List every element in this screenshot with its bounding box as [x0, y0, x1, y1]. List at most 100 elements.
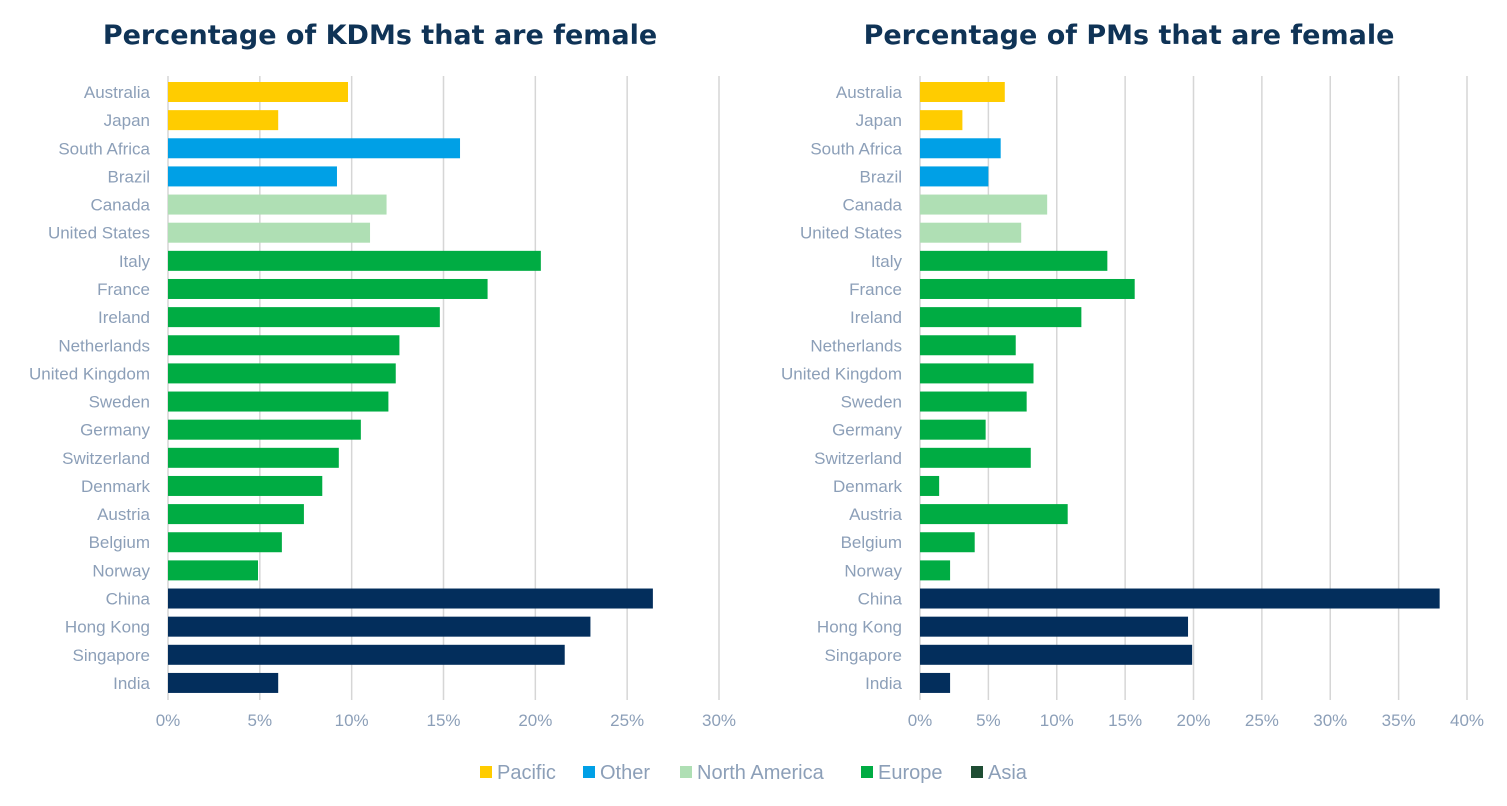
kdm-category-label: China: [106, 590, 151, 609]
kdm-category-label: Singapore: [72, 646, 150, 665]
pm-bar-singapore: [920, 644, 1193, 665]
pm-bar-italy: [920, 250, 1108, 271]
legend-label-pacific: Pacific: [497, 762, 556, 784]
kdm-x-tick-label: 5%: [248, 711, 273, 730]
pm-category-label: Italy: [871, 252, 903, 271]
pm-bar-belgium: [920, 532, 975, 553]
kdm-category-label: Norway: [92, 561, 150, 580]
pm-category-label: Singapore: [824, 646, 902, 665]
pm-category-label: France: [849, 280, 902, 299]
kdm-category-label: Hong Kong: [65, 618, 150, 637]
pm-bar-germany: [920, 419, 986, 440]
kdm-bar-india: [168, 672, 279, 693]
pm-bar-australia: [920, 82, 1005, 102]
kdm-x-tick-label: 15%: [426, 711, 460, 730]
pm-bar-netherlands: [920, 335, 1016, 356]
kdm-bar-germany: [168, 419, 361, 440]
pm-x-tick-label: 20%: [1176, 711, 1210, 730]
kdm-category-label: United Kingdom: [29, 364, 150, 383]
kdm-category-label: Switzerland: [62, 449, 150, 468]
kdm-bar-brazil: [168, 166, 337, 187]
legend-swatch-europe: [861, 766, 873, 778]
kdm-bar-singapore: [168, 644, 565, 665]
kdm-chart: Percentage of KDMs that are female 0% 5% 1…: [29, 20, 736, 730]
kdm-bar-japan: [168, 110, 279, 131]
legend-swatch-pacific: [480, 766, 492, 778]
pm-x-tick-label: 35%: [1382, 711, 1416, 730]
pm-x-tick-label: 10%: [1040, 711, 1074, 730]
kdm-bar-switzerland: [168, 447, 339, 468]
kdm-x-tick-label: 30%: [702, 711, 736, 730]
kdm-bar-united-kingdom: [168, 363, 396, 384]
kdm-bar-canada: [168, 194, 387, 215]
kdm-category-label: Australia: [84, 83, 151, 102]
kdm-category-label: Italy: [119, 252, 151, 271]
pm-bar-united-kingdom: [920, 363, 1034, 384]
pm-chart: Percentage of PMs that are female 0% 5% 10…: [781, 20, 1484, 730]
kdm-x-tick-label: 0%: [156, 711, 181, 730]
pm-category-label: India: [865, 674, 902, 693]
pm-x-tick-label: 0%: [908, 711, 933, 730]
kdm-bar-united-states: [168, 222, 371, 243]
kdm-bar-netherlands: [168, 335, 400, 356]
kdm-bar-hong-kong: [168, 616, 591, 637]
kdm-bar-france: [168, 278, 488, 299]
kdm-category-label: Japan: [104, 111, 150, 130]
pm-bar-hong-kong: [920, 616, 1189, 637]
pm-bar-norway: [920, 560, 951, 581]
pm-bar-austria: [920, 504, 1068, 525]
pm-category-label: Denmark: [833, 477, 902, 496]
kdm-x-tick-label: 25%: [610, 711, 644, 730]
kdm-category-label: Netherlands: [58, 336, 150, 355]
kdm-category-label: Belgium: [89, 533, 150, 552]
pm-category-label: Austria: [849, 505, 902, 524]
pm-bar-france: [920, 278, 1135, 299]
kdm-bar-norway: [168, 560, 258, 581]
pm-bar-united-states: [920, 222, 1022, 243]
legend-swatch-other: [583, 766, 595, 778]
pm-chart-title: Percentage of PMs that are female: [864, 20, 1395, 51]
legend: Pacific Other North America Europe Asia: [480, 762, 1028, 784]
legend-label-north-america: North America: [697, 762, 825, 784]
pm-category-label: Norway: [844, 561, 902, 580]
kdm-x-tick-label: 10%: [335, 711, 369, 730]
pm-bar-switzerland: [920, 447, 1031, 468]
kdm-bar-austria: [168, 504, 304, 525]
pm-category-label: Ireland: [850, 308, 902, 327]
pm-category-label: Brazil: [859, 167, 902, 186]
pm-category-label: Australia: [836, 83, 903, 102]
legend-swatch-asia: [971, 766, 983, 778]
pm-category-label: Germany: [832, 421, 902, 440]
kdm-chart-title: Percentage of KDMs that are female: [103, 20, 657, 51]
pm-category-label: Canada: [842, 196, 902, 215]
kdm-category-label: Brazil: [107, 167, 150, 186]
pm-bar-japan: [920, 110, 963, 131]
legend-swatch-north-america: [680, 766, 692, 778]
kdm-bar-sweden: [168, 391, 389, 412]
kdm-category-label: Ireland: [98, 308, 150, 327]
pm-category-label: Japan: [856, 111, 902, 130]
kdm-category-label: United States: [48, 224, 150, 243]
pm-bar-india: [920, 672, 951, 693]
pm-bar-canada: [920, 194, 1048, 215]
legend-label-europe: Europe: [878, 762, 943, 784]
kdm-bar-italy: [168, 250, 541, 271]
kdm-category-label: France: [97, 280, 150, 299]
kdm-bar-china: [168, 588, 653, 609]
legend-label-asia: Asia: [988, 762, 1028, 784]
kdm-category-label: Denmark: [81, 477, 150, 496]
kdm-bar-south-africa: [168, 138, 461, 159]
pm-category-label: South Africa: [810, 139, 902, 158]
kdm-category-label: Germany: [80, 421, 150, 440]
kdm-category-label: Sweden: [89, 393, 150, 412]
pm-category-label: Switzerland: [814, 449, 902, 468]
pm-bar-south-africa: [920, 138, 1001, 159]
pm-bar-china: [920, 588, 1440, 609]
pm-bar-brazil: [920, 166, 989, 187]
pm-category-label: Sweden: [841, 393, 902, 412]
kdm-bar-ireland: [168, 307, 440, 328]
kdm-x-tick-label: 20%: [518, 711, 552, 730]
pm-bar-denmark: [920, 475, 940, 496]
pm-x-tick-label: 40%: [1450, 711, 1484, 730]
